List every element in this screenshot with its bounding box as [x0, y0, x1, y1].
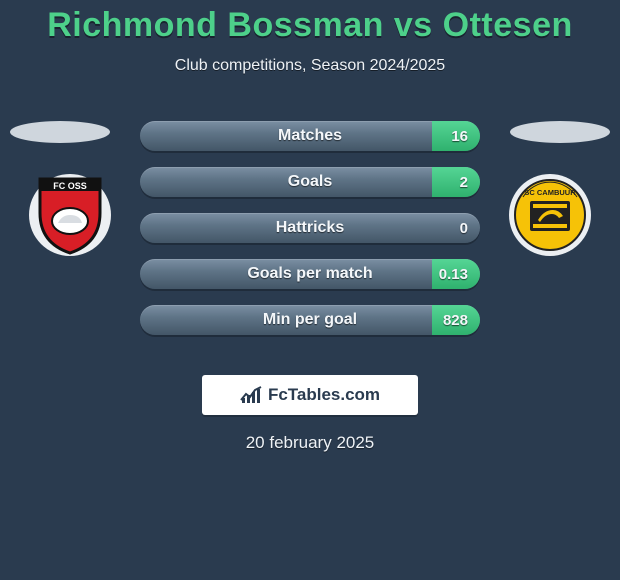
stat-row-min-per-goal: Min per goal 828: [140, 305, 480, 335]
stat-row-goals: Goals 2: [140, 167, 480, 197]
left-oval: [10, 121, 110, 143]
subtitle: Club competitions, Season 2024/2025: [0, 57, 620, 75]
stat-bars: Matches 16 Goals 2 Hattricks 0 Goals per…: [140, 121, 480, 351]
comparison-stage: FC OSS SC CAMBUUR Matches 16: [0, 121, 620, 351]
stat-label: Min per goal: [140, 305, 480, 335]
stat-row-hattricks: Hattricks 0: [140, 213, 480, 243]
svg-text:FC OSS: FC OSS: [53, 181, 87, 191]
stat-label: Matches: [140, 121, 480, 151]
stat-value-right: 16: [451, 121, 468, 151]
stat-value-right: 0: [460, 213, 468, 243]
stat-label: Goals: [140, 167, 480, 197]
stat-label: Hattricks: [140, 213, 480, 243]
page-title: Richmond Bossman vs Ottesen: [0, 0, 620, 45]
stat-value-right: 0.13: [439, 259, 468, 289]
stat-row-goals-per-match: Goals per match 0.13: [140, 259, 480, 289]
right-club-crest: SC CAMBUUR: [508, 173, 592, 257]
chart-icon: [240, 386, 262, 404]
stat-value-right: 2: [460, 167, 468, 197]
stat-value-right: 828: [443, 305, 468, 335]
right-oval: [510, 121, 610, 143]
date-text: 20 february 2025: [0, 433, 620, 453]
brand-text: FcTables.com: [268, 385, 380, 405]
stat-label: Goals per match: [140, 259, 480, 289]
svg-text:SC CAMBUUR: SC CAMBUUR: [524, 188, 576, 197]
left-club-crest: FC OSS: [28, 173, 112, 257]
brand-badge: FcTables.com: [202, 375, 418, 415]
stat-row-matches: Matches 16: [140, 121, 480, 151]
